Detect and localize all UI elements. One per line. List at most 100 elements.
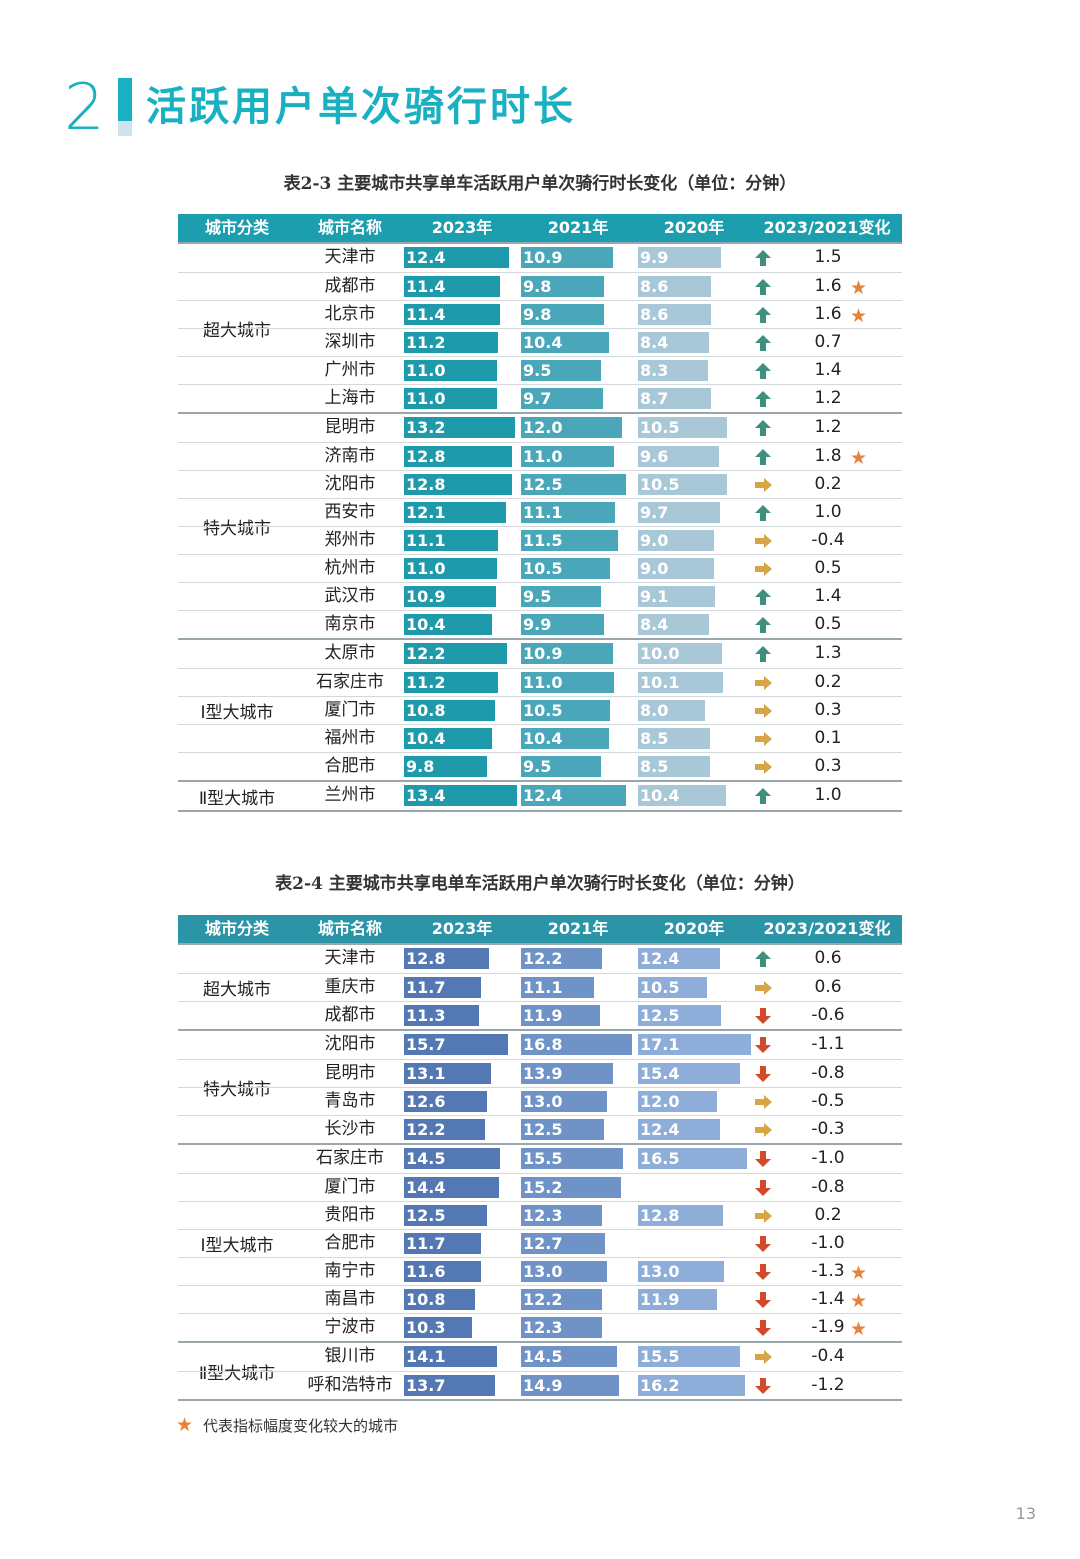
table-row: 北京市 11.4 9.8 8.6 1.6 ★	[178, 300, 902, 328]
city-name: 银川市	[324, 1346, 376, 1366]
bar-2021: 9.9	[521, 614, 604, 635]
table-row: 昆明市 13.2 12.0 10.5 1.2	[178, 414, 902, 442]
arrow-up-icon	[755, 646, 771, 662]
city-name: 济南市	[324, 446, 376, 466]
table-row: 成都市 11.3 11.9 12.5 -0.6	[178, 1001, 902, 1029]
arrow-down-icon	[755, 1066, 771, 1082]
arrow-down-icon	[755, 1236, 771, 1252]
bar-2021: 10.4	[521, 332, 609, 353]
change-value: 0.2	[814, 474, 842, 494]
bar-2021: 12.5	[521, 1119, 604, 1140]
city-name: 石家庄市	[316, 672, 384, 692]
table-row: 兰州市 13.4 12.4 10.4 1.0	[178, 782, 902, 810]
table-row: 宁波市 10.3 12.3 -1.9 ★	[178, 1313, 902, 1341]
city-name: 武汉市	[324, 586, 376, 606]
star-icon: ★	[850, 1262, 868, 1284]
arrow-up-icon	[755, 250, 771, 266]
city-name: 南昌市	[324, 1289, 376, 1309]
bar-2023: 14.4	[404, 1177, 499, 1198]
arrow-down-icon	[755, 1320, 771, 1336]
change-value: -1.9	[811, 1317, 845, 1337]
city-name: 石家庄市	[316, 1148, 384, 1168]
header-cell: 城市分类	[204, 919, 269, 938]
table1-caption: 表2-3 主要城市共享单车活跃用户单次骑行时长变化（单位：分钟）	[283, 174, 797, 194]
table-row: 昆明市 13.1 13.9 15.4 -0.8	[178, 1059, 902, 1087]
change-value: -1.1	[811, 1034, 845, 1054]
bar-2020: 8.0	[638, 700, 705, 721]
city-name: 郑州市	[324, 530, 376, 550]
arrow-right-icon	[755, 478, 772, 492]
group-label: 超大城市	[203, 320, 271, 341]
city-name: 重庆市	[324, 977, 376, 997]
legend-text: 代表指标幅度变化较大的城市	[203, 1417, 399, 1435]
bar-2021: 14.9	[521, 1375, 619, 1396]
table-row: 杭州市 11.0 10.5 9.0 0.5	[178, 554, 902, 582]
bar-2023: 12.2	[404, 1119, 485, 1140]
bar-2021: 14.5	[521, 1346, 617, 1367]
change-value: -0.6	[811, 1005, 845, 1025]
header-cell: 2021年	[547, 919, 609, 938]
change-value: -1.4	[811, 1289, 845, 1309]
change-value: -0.4	[811, 530, 845, 550]
change-value: -1.0	[811, 1233, 845, 1253]
arrow-right-icon	[755, 981, 772, 995]
section-title: 活跃用户单次骑行时长	[146, 84, 576, 130]
bar-2023: 10.8	[404, 1289, 475, 1310]
arrow-right-icon	[755, 1209, 772, 1223]
bar-2021: 10.5	[521, 558, 610, 579]
city-name: 天津市	[324, 247, 376, 267]
section-number: 2	[64, 71, 105, 145]
city-name: 沈阳市	[324, 474, 376, 494]
change-value: 1.3	[814, 643, 842, 663]
bar-2023: 13.1	[404, 1063, 491, 1084]
bar-2021: 11.1	[521, 977, 594, 998]
bar-2020: 10.5	[638, 474, 727, 495]
bar-2021: 9.5	[521, 360, 601, 381]
city-name: 福州市	[324, 728, 376, 748]
bar-2020: 9.1	[638, 586, 715, 607]
bar-2021: 12.4	[521, 785, 626, 806]
change-value: 0.5	[814, 558, 842, 578]
header-cell: 2020年	[663, 218, 725, 237]
arrow-right-icon	[755, 534, 772, 548]
change-value: 0.7	[814, 332, 842, 352]
bar-2020: 12.4	[638, 1119, 720, 1140]
change-value: 1.2	[814, 388, 842, 408]
table-row: 南宁市 11.6 13.0 13.0 -1.3 ★	[178, 1257, 902, 1285]
header-cell: 2020年	[663, 919, 725, 938]
bar-2023: 11.0	[404, 360, 497, 381]
bar-2020: 10.0	[638, 643, 722, 664]
bar-2021: 12.2	[521, 948, 602, 969]
bar-2020: 9.0	[638, 558, 714, 579]
table-row: 青岛市 12.6 13.0 12.0 -0.5	[178, 1087, 902, 1115]
bar-2023: 12.8	[404, 948, 489, 969]
bar-2023: 10.8	[404, 700, 495, 721]
table2-header: 城市分类 城市名称 2023年 2021年 2020年 2023/2021变化	[178, 915, 902, 943]
bar-2023: 11.4	[404, 276, 500, 297]
bar-2020: 8.3	[638, 360, 708, 381]
change-value: 0.6	[814, 948, 842, 968]
bar-2023: 11.6	[404, 1261, 481, 1282]
bar-2020: 10.5	[638, 417, 727, 438]
bar-2021: 10.9	[521, 643, 613, 664]
arrow-up-icon	[755, 617, 771, 633]
bar-2021: 16.8	[521, 1034, 632, 1055]
table-row: 石家庄市 11.2 11.0 10.1 0.2	[178, 668, 902, 696]
city-name: 沈阳市	[324, 1034, 376, 1054]
city-name: 天津市	[324, 948, 376, 968]
header-cell: 2021年	[547, 218, 609, 237]
change-value: -1.2	[811, 1375, 845, 1395]
arrow-up-icon	[755, 363, 771, 379]
bar-2020: 8.5	[638, 728, 710, 749]
bar-2021: 15.5	[521, 1148, 623, 1169]
arrow-up-icon	[755, 505, 771, 521]
change-value: 1.4	[814, 586, 842, 606]
bar-2021: 12.2	[521, 1289, 602, 1310]
bar-2020: 8.7	[638, 388, 711, 409]
bar-2021: 9.5	[521, 586, 601, 607]
group-label: Ⅰ型大城市	[200, 702, 274, 723]
table-row: 贵阳市 12.5 12.3 12.8 0.2	[178, 1201, 902, 1229]
bar-2020: 16.2	[638, 1375, 745, 1396]
bar-2023: 10.3	[404, 1317, 472, 1338]
bar-2021: 11.0	[521, 672, 614, 693]
